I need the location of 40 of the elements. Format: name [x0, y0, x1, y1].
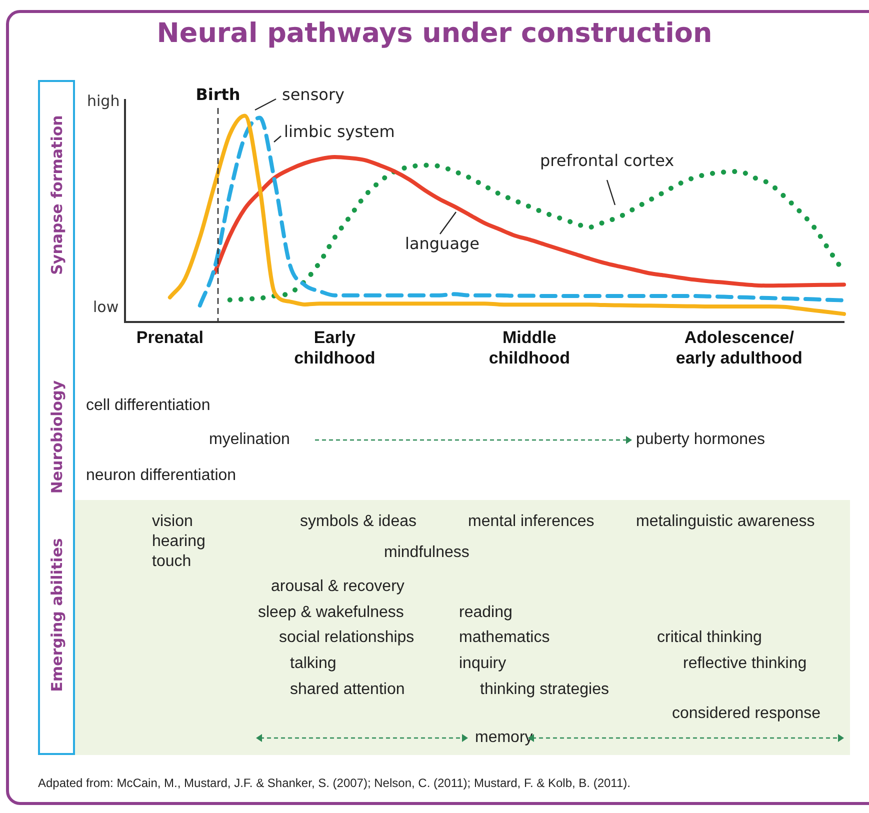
text: vision [152, 513, 193, 531]
text: sensory [282, 85, 344, 104]
x-tick-label: Adolescence/ early adulthood [676, 328, 802, 368]
text: puberty hormones [636, 431, 765, 449]
text: myelination [209, 431, 290, 449]
text: neuron differentiation [86, 467, 236, 485]
text: Neurobiology [48, 380, 66, 494]
text: sleep & wakefulness [258, 604, 404, 622]
text: reading [459, 604, 512, 622]
text: mathematics [459, 629, 550, 647]
text: cell differentiation [86, 397, 210, 415]
series-label: language [405, 234, 480, 254]
chart-title: Neural pathways under construction [156, 18, 714, 49]
text: critical thinking [657, 629, 762, 647]
text: low [93, 298, 119, 316]
text: inquiry [459, 655, 506, 673]
text: Birth [196, 85, 240, 104]
text: high [87, 92, 120, 110]
text: social relationships [279, 629, 414, 647]
x-tick-label: Early childhood [294, 328, 376, 368]
text: touch [152, 553, 192, 571]
x-tick-label: Prenatal [136, 328, 204, 348]
text: memory [475, 729, 533, 747]
text: arousal & recovery [271, 578, 404, 596]
y-axis-title: Synapse formation [48, 115, 66, 275]
series-label: prefrontal cortex [540, 151, 674, 170]
text: thinking strategies [480, 681, 609, 699]
text: mental inferences [468, 513, 594, 531]
text: reflective thinking [683, 655, 807, 673]
text: Emerging abilities [48, 538, 66, 692]
text: Adpated from: McCain, M., Mustard, J.F. & Shanker, S. (2007); Nelson, C. (2011); Mustard, F. & Kolb, B. (2011). [38, 776, 630, 790]
text: metalinguistic awareness [636, 513, 815, 531]
x-tick-label: Middle childhood [488, 328, 570, 368]
text: hearing [152, 533, 206, 551]
text: shared attention [290, 681, 405, 699]
series-label: limbic system [284, 122, 395, 142]
text: symbols & ideas [300, 513, 416, 531]
text: talking [290, 655, 336, 673]
text: considered response [672, 705, 821, 723]
text: mindfulness [384, 544, 470, 562]
